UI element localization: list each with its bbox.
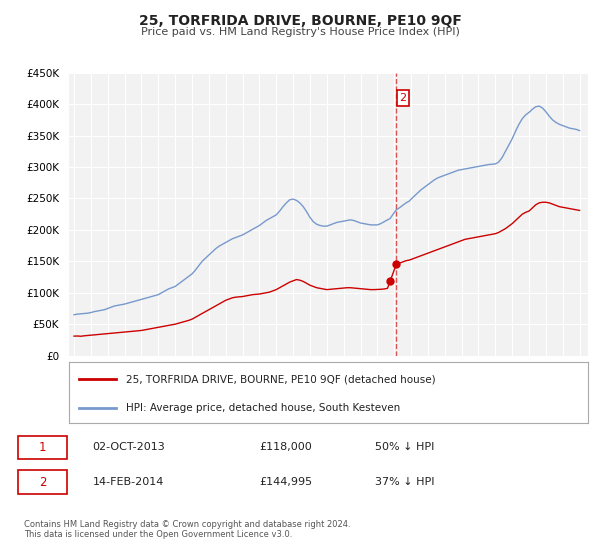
- Text: 37% ↓ HPI: 37% ↓ HPI: [375, 477, 434, 487]
- Text: HPI: Average price, detached house, South Kesteven: HPI: Average price, detached house, Sout…: [126, 403, 400, 413]
- Text: 2: 2: [39, 475, 46, 489]
- Text: 2: 2: [400, 93, 407, 103]
- FancyBboxPatch shape: [18, 470, 67, 494]
- FancyBboxPatch shape: [18, 436, 67, 459]
- Text: £118,000: £118,000: [260, 442, 313, 452]
- Text: £144,995: £144,995: [260, 477, 313, 487]
- Text: 02-OCT-2013: 02-OCT-2013: [92, 442, 166, 452]
- Text: 25, TORFRIDA DRIVE, BOURNE, PE10 9QF: 25, TORFRIDA DRIVE, BOURNE, PE10 9QF: [139, 14, 461, 28]
- Text: 14-FEB-2014: 14-FEB-2014: [92, 477, 164, 487]
- Text: 25, TORFRIDA DRIVE, BOURNE, PE10 9QF (detached house): 25, TORFRIDA DRIVE, BOURNE, PE10 9QF (de…: [126, 374, 436, 384]
- Text: 1: 1: [39, 441, 46, 454]
- Text: 50% ↓ HPI: 50% ↓ HPI: [375, 442, 434, 452]
- Text: Price paid vs. HM Land Registry's House Price Index (HPI): Price paid vs. HM Land Registry's House …: [140, 27, 460, 37]
- Text: Contains HM Land Registry data © Crown copyright and database right 2024.
This d: Contains HM Land Registry data © Crown c…: [24, 520, 350, 539]
